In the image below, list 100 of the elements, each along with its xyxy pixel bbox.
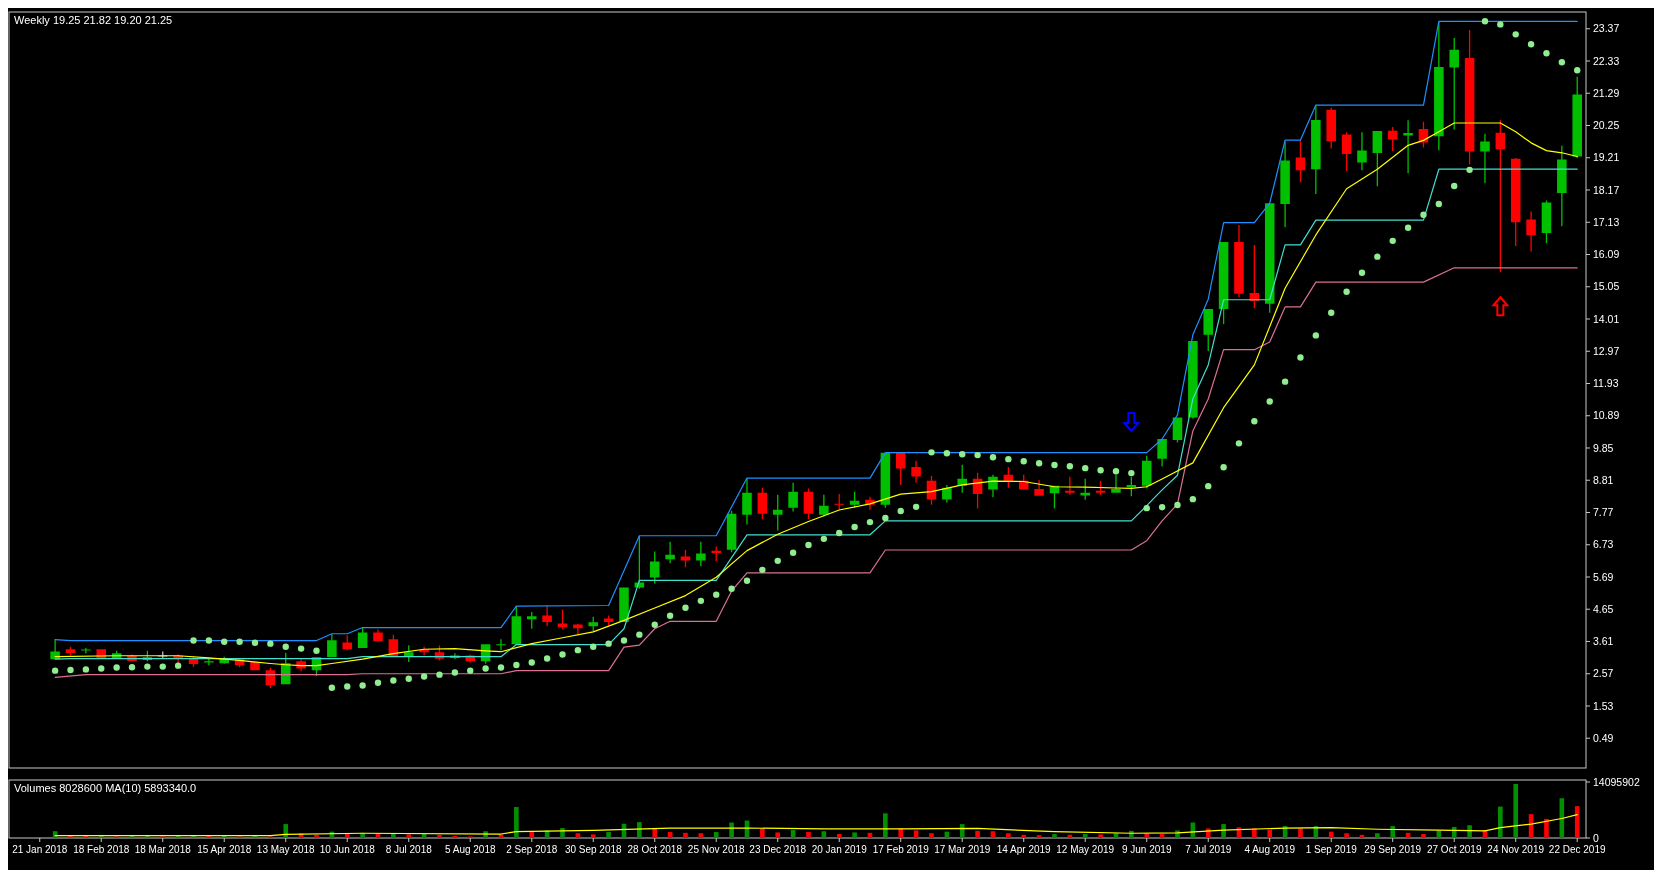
candlestick [1034,479,1044,496]
candlestick [526,612,537,629]
candlestick [373,629,383,642]
candlestick [542,605,552,627]
bar [391,833,396,838]
bar [1375,833,1380,838]
bar [883,813,888,838]
y-tick-label: 0 [1593,831,1599,844]
y-tick-label: 16.09 [1593,248,1620,261]
bar [1006,833,1011,838]
line-series [54,267,1578,679]
candlestick [649,551,660,584]
bar [406,834,412,838]
y-tick-label: 3.61 [1593,635,1614,648]
y-tick-label: 8.81 [1593,473,1614,486]
bar [1467,825,1472,838]
x-tick-label: 24 Nov 2019 [1487,844,1545,855]
x-tick-label: 4 Aug 2019 [1244,844,1296,855]
bar [283,824,289,838]
bar [683,832,688,838]
bar [98,835,104,838]
bar [1574,806,1580,838]
candlestick [1234,225,1244,298]
bar [191,835,196,838]
y-tick-label: 18.17 [1593,183,1620,196]
x-tick-label: 29 Sep 2019 [1364,844,1422,855]
bar [806,832,811,838]
x-tick-label: 2 Sep 2018 [506,844,558,855]
chart-title: Weekly 19.25 21.82 19.20 21.25 [14,14,173,26]
y-tick-label: 21.29 [1593,86,1620,99]
x-tick-label: 14 Apr 2019 [996,844,1052,855]
y-tick-label: 15.05 [1593,280,1620,293]
candlestick [988,474,998,498]
bar [652,828,658,838]
bar [1544,818,1549,838]
candlestick [696,541,706,567]
candlestick [1065,476,1075,495]
bar [1036,835,1042,838]
candlestick [496,639,506,651]
candlestick [911,460,921,483]
y-tick-label: 2.57 [1593,667,1614,680]
bar [221,835,227,838]
bar [1098,834,1103,838]
candlestick [788,482,798,512]
bar [821,831,827,838]
candlestick [342,635,353,651]
bar [590,834,596,838]
bar [1421,834,1426,838]
candlestick [1480,133,1490,184]
bar [1513,783,1519,838]
candlestick [1280,141,1290,228]
x-tick-label: 15 Apr 2018 [197,844,252,855]
bar [1267,829,1273,838]
bar [575,833,581,838]
candlestick [1357,132,1367,171]
y-tick-label: 0.49 [1593,731,1614,744]
x-tick-label: 17 Mar 2019 [934,844,991,855]
bar [1344,833,1349,838]
y-tick-label: 6.73 [1593,538,1614,551]
x-tick-label: 9 Jun 2019 [1121,844,1172,855]
candlestick [327,634,337,657]
y-tick-label: 23.37 [1593,22,1620,35]
candlestick [81,648,91,654]
bar [68,835,73,838]
bar [959,824,965,838]
x-tick-label: 28 Oct 2018 [627,844,683,855]
bar [929,833,934,838]
x-tick-label: 7 Jul 2019 [1185,844,1232,855]
candlestick [1572,76,1582,159]
candlestick [1526,211,1536,252]
x-tick-label: 23 Dec 2018 [749,844,807,855]
bar [344,834,350,838]
bar [145,835,150,838]
bar [314,834,319,838]
x-tick-label: 8 Jul 2018 [385,844,433,855]
y-tick-label: 4.65 [1593,602,1614,615]
y-tick-label: 17.13 [1593,215,1620,228]
candlestick [1326,107,1336,149]
candlestick [204,658,214,666]
y-tick-label: 11.93 [1593,377,1619,390]
y-tick-label: 9.85 [1593,441,1614,454]
chart-title: Volumes 8028600 MA(10) 5893340.0 [14,782,197,794]
y-tick-label: 1.53 [1593,699,1614,712]
bar [1390,826,1396,838]
bar [514,807,519,838]
bar [1451,826,1457,838]
candlestick [1203,309,1213,351]
candlestick [1311,105,1321,195]
bar [437,834,442,838]
bar [713,832,719,838]
bar [1298,828,1303,838]
y-tick-label: 12.97 [1593,344,1620,357]
x-tick-label: 1 Sep 2019 [1305,844,1358,855]
x-tick-label: 22 Dec 2019 [1548,844,1606,855]
bar [606,832,611,838]
x-tick-label: 18 Feb 2018 [73,844,130,855]
candlestick [1157,438,1167,467]
bar [760,828,765,838]
x-tick-label: 27 Oct 2019 [1426,844,1482,855]
bar [1498,806,1503,838]
